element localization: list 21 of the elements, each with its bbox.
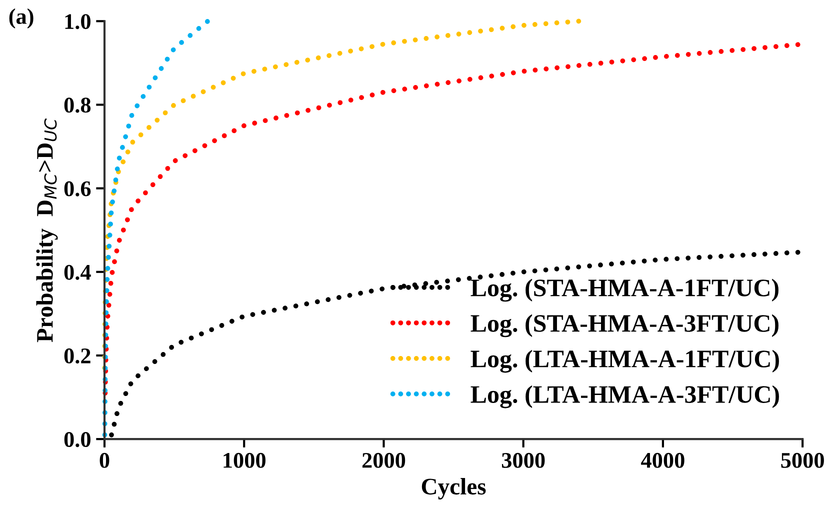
x-tick-label: 1000 xyxy=(224,452,266,468)
y-tick-label: 0.2 xyxy=(64,348,90,364)
x-tick-label: 2000 xyxy=(362,452,406,468)
legend-label: Log. (LTA-HMA-A-3FT/UC) xyxy=(470,385,779,408)
line-series xyxy=(109,250,801,438)
y-tick-label: 0.0 xyxy=(64,432,90,448)
legend-label: Log. (STA-HMA-A-3FT/UC) xyxy=(470,314,778,338)
x-tick-label: 3000 xyxy=(502,452,545,468)
x-tick-label: 0 xyxy=(100,452,110,468)
x-tick-label: 5000 xyxy=(781,452,824,468)
x-axis-title: Cycles xyxy=(422,478,486,500)
y-tick-label: 0.8 xyxy=(64,98,91,113)
line-series xyxy=(102,18,210,438)
x-tick-label: 4000 xyxy=(641,452,684,468)
legend-label: Log. (STA-HMA-A-1FT/UC) xyxy=(470,278,778,302)
chart-title: (a) xyxy=(9,8,34,29)
y-tick-label: 0.4 xyxy=(64,264,91,280)
legend-label: Log. (LTA-HMA-A-1FT/UC) xyxy=(470,350,779,373)
y-tick-label: 1.0 xyxy=(65,14,90,30)
y-axis-title: Probability D$_{MC}$>D$_{UC}$ xyxy=(36,118,58,342)
y-tick-label: 0.6 xyxy=(64,181,91,196)
